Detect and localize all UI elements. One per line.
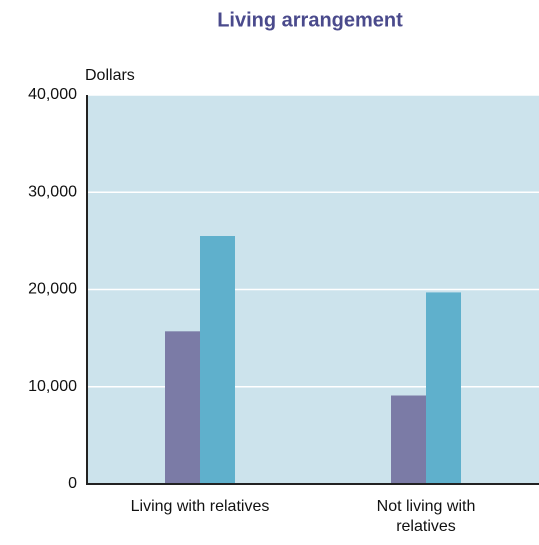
bar (426, 292, 461, 484)
y-tick-label: 40,000 (28, 86, 77, 103)
bar (391, 395, 426, 484)
chart-title: Living arrangement (217, 9, 403, 31)
y-tick-label: 20,000 (28, 281, 77, 298)
y-tick-label: 10,000 (28, 378, 77, 395)
y-tick-label: 0 (68, 475, 77, 492)
x-tick-label: Not living with relatives (376, 498, 476, 535)
x-tick-label: Living with relatives (130, 498, 270, 515)
bar (165, 331, 200, 484)
y-axis-label: Dollars (85, 67, 135, 84)
bar (200, 236, 235, 484)
y-tick-label: 30,000 (28, 183, 77, 200)
